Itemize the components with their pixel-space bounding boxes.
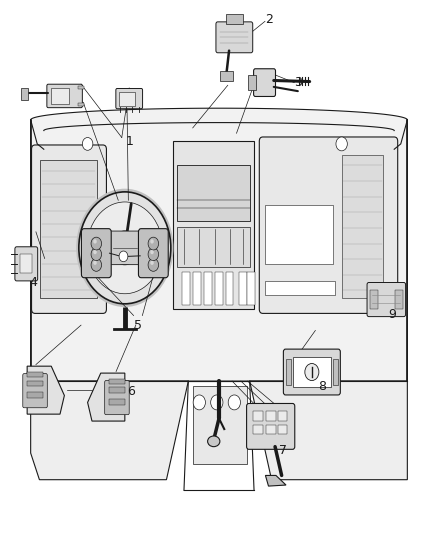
Text: 8: 8 bbox=[318, 380, 326, 393]
Bar bbox=[109, 387, 125, 393]
FancyBboxPatch shape bbox=[32, 145, 106, 313]
Text: 7: 7 bbox=[279, 444, 286, 457]
FancyBboxPatch shape bbox=[47, 84, 82, 108]
Bar bbox=[20, 254, 32, 273]
Bar bbox=[239, 272, 247, 305]
Circle shape bbox=[150, 250, 154, 254]
Polygon shape bbox=[265, 475, 286, 486]
Bar bbox=[266, 425, 276, 434]
Ellipse shape bbox=[208, 436, 220, 447]
Bar bbox=[119, 92, 134, 106]
Bar bbox=[226, 14, 243, 24]
Bar bbox=[78, 103, 84, 106]
FancyBboxPatch shape bbox=[283, 349, 340, 395]
Circle shape bbox=[79, 192, 171, 304]
Circle shape bbox=[93, 239, 97, 244]
FancyBboxPatch shape bbox=[105, 381, 129, 415]
Bar bbox=[193, 272, 201, 305]
FancyBboxPatch shape bbox=[216, 22, 253, 53]
Circle shape bbox=[87, 202, 162, 294]
Bar bbox=[226, 272, 233, 305]
Bar bbox=[253, 425, 263, 434]
Bar bbox=[286, 359, 291, 385]
Circle shape bbox=[150, 261, 154, 265]
Text: 1: 1 bbox=[125, 135, 133, 148]
Bar bbox=[265, 205, 333, 264]
FancyBboxPatch shape bbox=[81, 229, 111, 278]
Bar bbox=[204, 272, 212, 305]
Text: 6: 6 bbox=[127, 385, 135, 398]
Polygon shape bbox=[27, 366, 64, 414]
Bar bbox=[253, 411, 263, 421]
Circle shape bbox=[93, 250, 97, 254]
Circle shape bbox=[119, 251, 128, 262]
Bar bbox=[21, 88, 28, 100]
Bar bbox=[342, 155, 383, 298]
FancyBboxPatch shape bbox=[259, 137, 398, 313]
Bar bbox=[293, 357, 331, 387]
Bar bbox=[333, 359, 338, 385]
FancyBboxPatch shape bbox=[247, 403, 295, 449]
Bar bbox=[220, 71, 233, 81]
Bar bbox=[266, 411, 276, 421]
FancyBboxPatch shape bbox=[23, 374, 47, 408]
Text: 5: 5 bbox=[134, 319, 142, 332]
Bar bbox=[182, 272, 190, 305]
FancyBboxPatch shape bbox=[109, 231, 141, 264]
Bar bbox=[109, 379, 125, 384]
Circle shape bbox=[111, 231, 138, 264]
Polygon shape bbox=[31, 108, 407, 381]
Bar bbox=[78, 86, 84, 89]
Bar bbox=[27, 372, 43, 377]
Text: 4: 4 bbox=[29, 276, 37, 289]
Circle shape bbox=[91, 248, 102, 261]
Bar bbox=[265, 281, 335, 295]
Circle shape bbox=[336, 137, 347, 151]
Circle shape bbox=[228, 395, 240, 410]
Circle shape bbox=[148, 248, 159, 261]
Circle shape bbox=[148, 237, 159, 250]
Bar bbox=[248, 75, 256, 90]
Circle shape bbox=[150, 239, 154, 244]
Bar bbox=[395, 290, 403, 309]
Circle shape bbox=[148, 259, 159, 271]
Bar bbox=[278, 425, 287, 434]
Bar bbox=[278, 411, 287, 421]
Circle shape bbox=[82, 138, 93, 150]
Bar bbox=[27, 381, 43, 386]
Bar bbox=[247, 272, 255, 305]
Circle shape bbox=[93, 261, 97, 265]
Circle shape bbox=[76, 189, 173, 307]
FancyBboxPatch shape bbox=[116, 88, 142, 109]
Circle shape bbox=[91, 259, 102, 271]
Bar bbox=[177, 165, 250, 221]
Polygon shape bbox=[31, 381, 188, 480]
Bar bbox=[193, 386, 247, 464]
Text: 9: 9 bbox=[388, 308, 396, 321]
Polygon shape bbox=[250, 381, 407, 480]
Bar bbox=[40, 160, 97, 298]
Bar bbox=[215, 272, 223, 305]
FancyBboxPatch shape bbox=[15, 247, 38, 281]
Circle shape bbox=[211, 395, 223, 410]
Bar bbox=[370, 290, 378, 309]
Bar bbox=[177, 227, 250, 266]
Bar bbox=[173, 141, 254, 309]
FancyBboxPatch shape bbox=[138, 229, 168, 278]
Text: 2: 2 bbox=[265, 13, 273, 26]
Polygon shape bbox=[88, 373, 125, 421]
Circle shape bbox=[305, 364, 319, 381]
Bar bbox=[27, 392, 43, 398]
Circle shape bbox=[193, 395, 205, 410]
Bar bbox=[51, 88, 69, 104]
FancyBboxPatch shape bbox=[367, 282, 406, 317]
FancyBboxPatch shape bbox=[254, 69, 276, 96]
Text: 3: 3 bbox=[294, 76, 302, 89]
Bar bbox=[109, 399, 125, 405]
Circle shape bbox=[91, 237, 102, 250]
